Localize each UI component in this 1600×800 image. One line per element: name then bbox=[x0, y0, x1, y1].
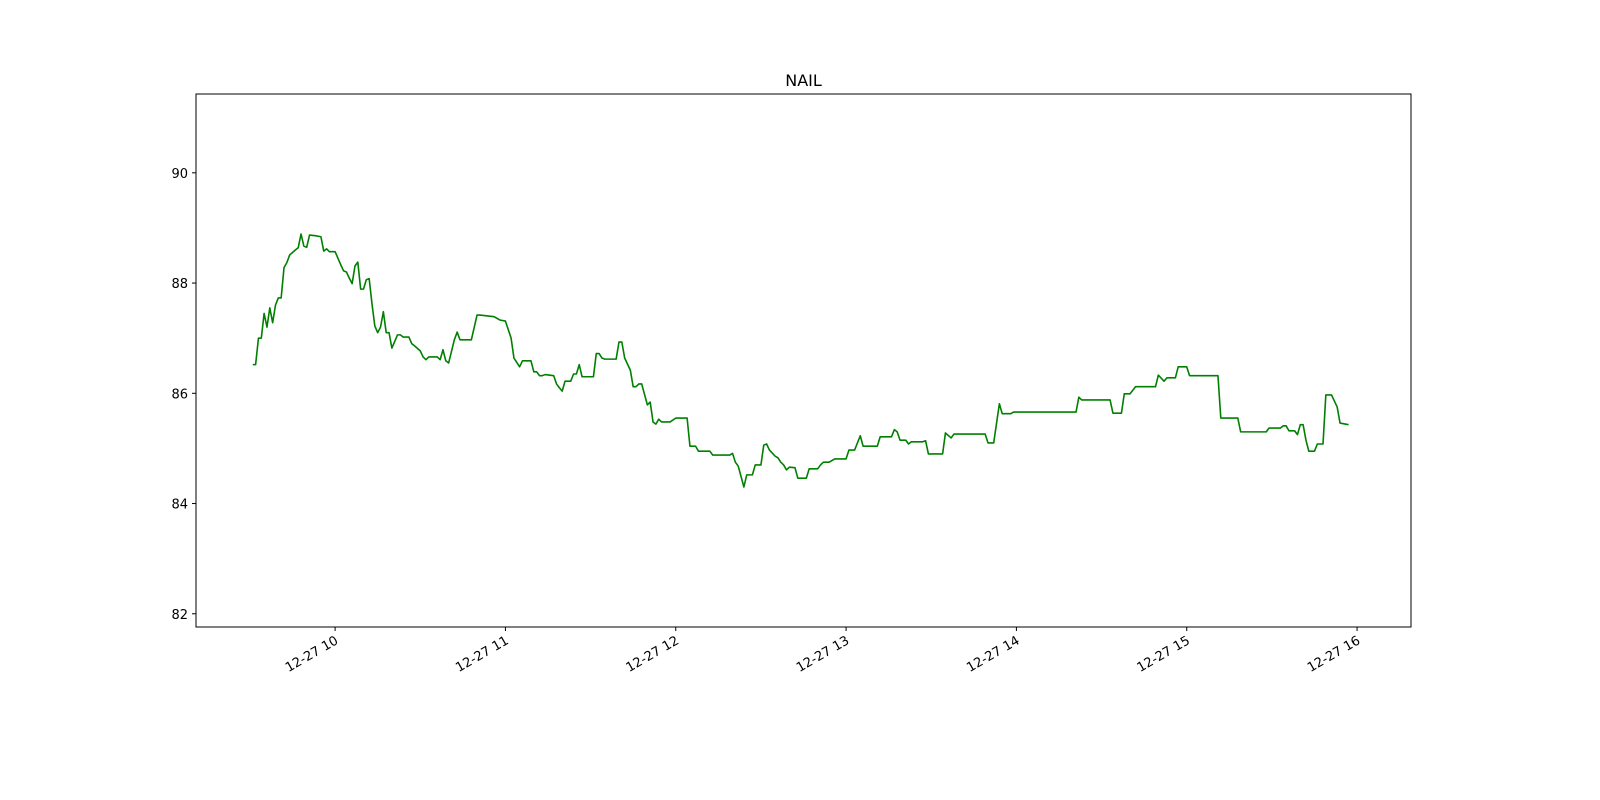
y-tick-label: 86 bbox=[171, 387, 188, 402]
y-tick-label: 82 bbox=[171, 608, 188, 623]
y-tick-label: 90 bbox=[171, 167, 188, 182]
x-tick-label: 12-27 15 bbox=[1135, 633, 1193, 675]
plot-frame bbox=[195, 93, 1412, 628]
chart-title: NAIL bbox=[785, 71, 822, 90]
x-tick-label: 12-27 10 bbox=[283, 633, 341, 675]
x-tick-label: 12-27 11 bbox=[453, 633, 511, 675]
x-tick-label: 12-27 13 bbox=[794, 633, 852, 675]
y-tick-label: 88 bbox=[171, 277, 188, 292]
x-tick-label: 12-27 16 bbox=[1305, 633, 1363, 675]
price-line bbox=[252, 233, 1349, 488]
y-tick-label: 84 bbox=[171, 498, 188, 513]
x-tick-label: 12-27 14 bbox=[964, 633, 1022, 675]
x-tick-label: 12-27 12 bbox=[624, 633, 682, 675]
